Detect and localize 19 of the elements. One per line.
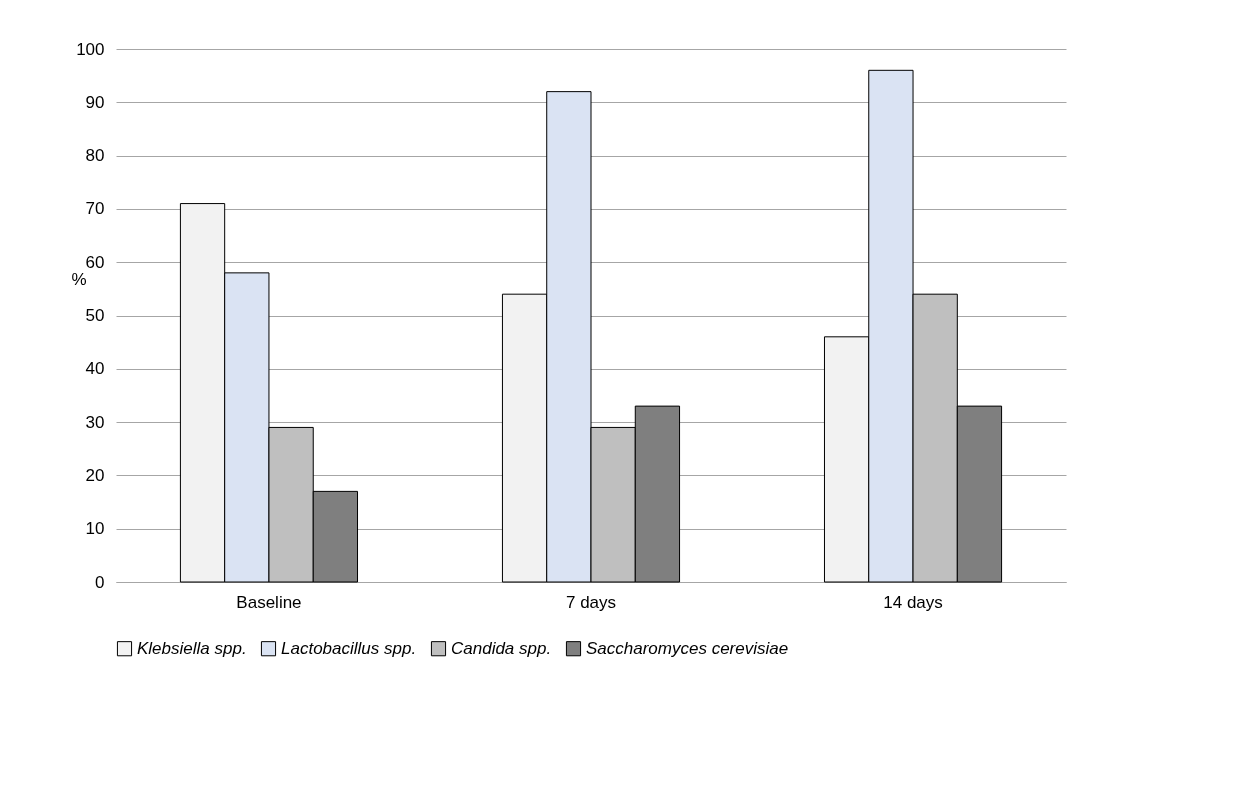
y-tick-label: 20 [85,465,105,485]
y-tick-label: 10 [85,519,105,539]
y-axis-title: % [71,269,87,289]
legend-label: Saccharomyces cerevisiae [586,638,789,658]
y-tick-label: 70 [85,199,105,219]
y-tick-label: 60 [85,252,105,272]
y-tick-label: 30 [85,412,105,432]
x-tick-label: 7 days [565,592,617,612]
legend-label: Candida spp. [451,638,552,658]
y-tick-label: 40 [85,359,105,379]
x-tick-label: 14 days [883,592,943,612]
y-tick-label: 0 [95,572,105,592]
x-tick-label: Baseline [236,592,302,612]
legend-label: Lactobacillus spp. [281,638,417,658]
y-tick-label: 100 [76,39,105,59]
legend-label: Klebsiella spp. [137,638,247,658]
y-tick-label: 50 [85,306,105,325]
y-tick-label: 80 [85,146,105,166]
y-tick-label: 90 [85,92,105,112]
